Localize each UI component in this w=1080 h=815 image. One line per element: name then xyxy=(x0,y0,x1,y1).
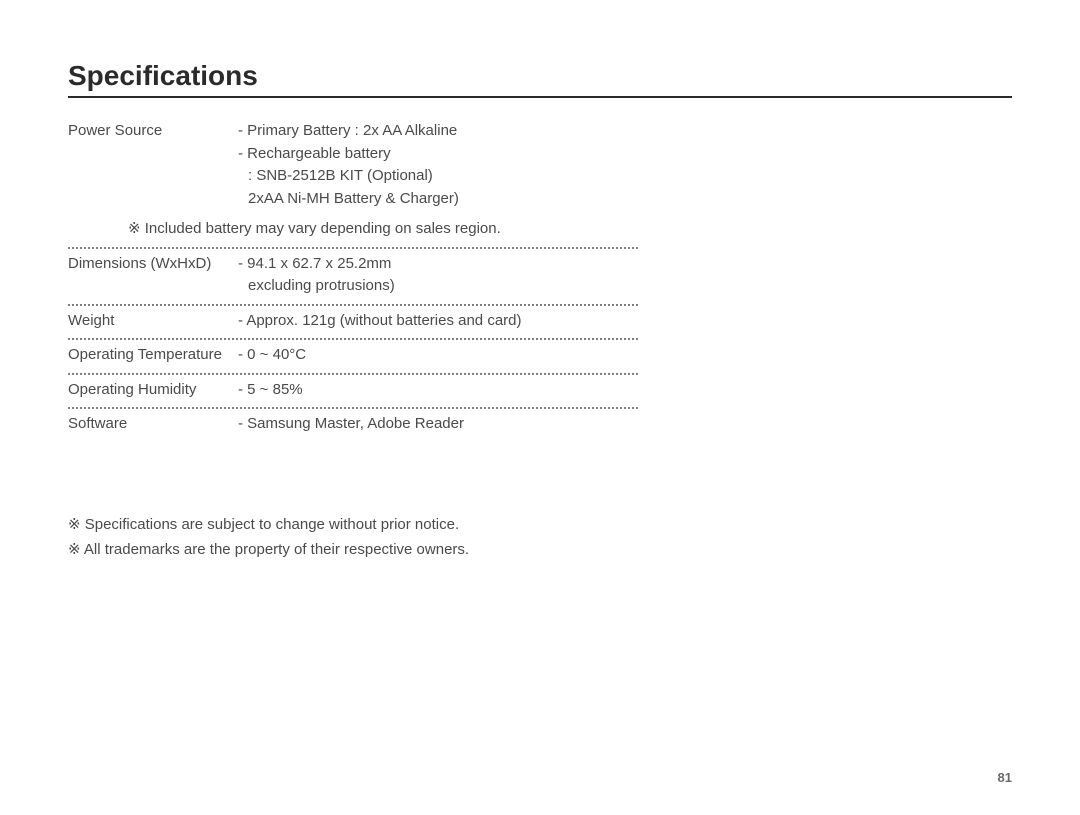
spec-row-weight: Weight - Approx. 121g (without batteries… xyxy=(68,306,638,341)
spec-value-temp: - 0 ~ 40°C xyxy=(238,344,638,367)
spec-row-software: Software - Samsung Master, Adobe Reader xyxy=(68,409,638,442)
spec-label-software: Software xyxy=(68,413,238,436)
spec-line: - Primary Battery : 2x AA Alkaline xyxy=(238,120,638,143)
spec-label-dimensions: Dimensions (WxHxD) xyxy=(68,253,238,298)
spec-line: : SNB-2512B KIT (Optional) xyxy=(238,165,638,188)
spec-row-power: Power Source - Primary Battery : 2x AA A… xyxy=(68,116,638,216)
footnotes: ※ Specifications are subject to change w… xyxy=(68,512,1012,563)
spec-label-weight: Weight xyxy=(68,310,238,333)
spec-line: 2xAA Ni-MH Battery & Charger) xyxy=(238,188,638,211)
footnote: ※ Specifications are subject to change w… xyxy=(68,512,1012,538)
spec-label-temp: Operating Temperature xyxy=(68,344,238,367)
spec-label-power: Power Source xyxy=(68,120,238,210)
spec-value-humidity: - 5 ~ 85% xyxy=(238,379,638,402)
spec-label-humidity: Operating Humidity xyxy=(68,379,238,402)
spec-value-dimensions: - 94.1 x 62.7 x 25.2mm excluding protrus… xyxy=(238,253,638,298)
page-number: 81 xyxy=(998,770,1012,785)
spec-row-dimensions: Dimensions (WxHxD) - 94.1 x 62.7 x 25.2m… xyxy=(68,249,638,306)
page-title: Specifications xyxy=(68,60,1012,98)
specifications-table: Power Source - Primary Battery : 2x AA A… xyxy=(68,116,638,442)
spec-value-power: - Primary Battery : 2x AA Alkaline - Rec… xyxy=(238,120,638,210)
spec-row-humidity: Operating Humidity - 5 ~ 85% xyxy=(68,375,638,410)
spec-value-weight: - Approx. 121g (without batteries and ca… xyxy=(238,310,638,333)
spec-line: excluding protrusions) xyxy=(238,275,638,298)
spec-value-software: - Samsung Master, Adobe Reader xyxy=(238,413,638,436)
spec-line: - 94.1 x 62.7 x 25.2mm xyxy=(238,253,638,276)
spec-line: - Rechargeable battery xyxy=(238,143,638,166)
spec-note-power: ※ Included battery may vary depending on… xyxy=(68,216,638,249)
footnote: ※ All trademarks are the property of the… xyxy=(68,537,1012,563)
spec-row-temp: Operating Temperature - 0 ~ 40°C xyxy=(68,340,638,375)
